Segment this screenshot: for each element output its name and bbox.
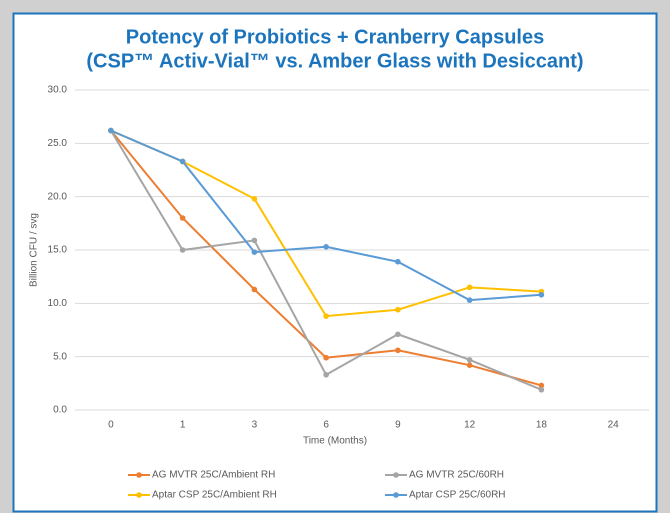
data-point [323,354,329,361]
chart-title: (CSP™ Activ-Vial™ vs. Amber Glass with D… [86,50,583,72]
x-tick-label: 6 [323,420,329,431]
data-point [466,357,473,363]
y-tick-label: 0.0 [53,405,67,416]
data-point [179,215,186,221]
legend-marker [393,492,399,498]
data-point [251,196,258,202]
data-point [466,284,473,291]
legend-label: AG MVTR 25C/Ambient RH [152,470,275,481]
x-axis-label: Time (Months) [303,436,367,447]
data-point [466,362,473,369]
y-tick-label: 20.0 [48,191,68,202]
panel [12,12,658,513]
y-tick-label: 5.0 [53,351,67,362]
data-point [538,292,545,298]
x-tick-label: 12 [464,420,476,431]
x-tick-label: 24 [608,420,620,431]
data-point [251,286,258,293]
legend-marker [136,472,142,478]
data-point [179,158,186,165]
y-tick-label: 30.0 [48,85,68,96]
x-tick-label: 0 [108,420,114,431]
data-point [466,297,473,303]
y-tick-label: 15.0 [48,245,68,256]
legend-label: Aptar CSP 25C/60RH [409,490,506,501]
x-tick-label: 9 [395,420,401,431]
y-axis-label: Billion CFU / svg [29,213,40,287]
data-point [251,237,258,244]
data-point [108,127,114,134]
y-tick-label: 25.0 [48,138,68,149]
data-point [538,382,545,389]
x-tick-label: 1 [180,420,186,431]
chart-title: Potency of Probiotics + Cranberry Capsul… [126,26,544,48]
data-point [395,258,401,265]
legend-label: AG MVTR 25C/60RH [409,470,504,481]
data-point [395,306,401,313]
data-point [323,313,329,319]
data-point [538,386,545,393]
legend-marker [393,472,399,478]
data-point [179,247,186,253]
data-point [395,331,401,338]
data-point [395,347,401,354]
x-tick-label: 3 [252,420,258,431]
data-point [251,249,258,255]
y-tick-label: 10.0 [48,298,68,309]
x-tick-label: 18 [536,420,548,431]
legend-marker [136,492,142,498]
legend-label: Aptar CSP 25C/Ambient RH [152,490,277,501]
data-point [323,244,329,250]
data-point [323,372,329,378]
